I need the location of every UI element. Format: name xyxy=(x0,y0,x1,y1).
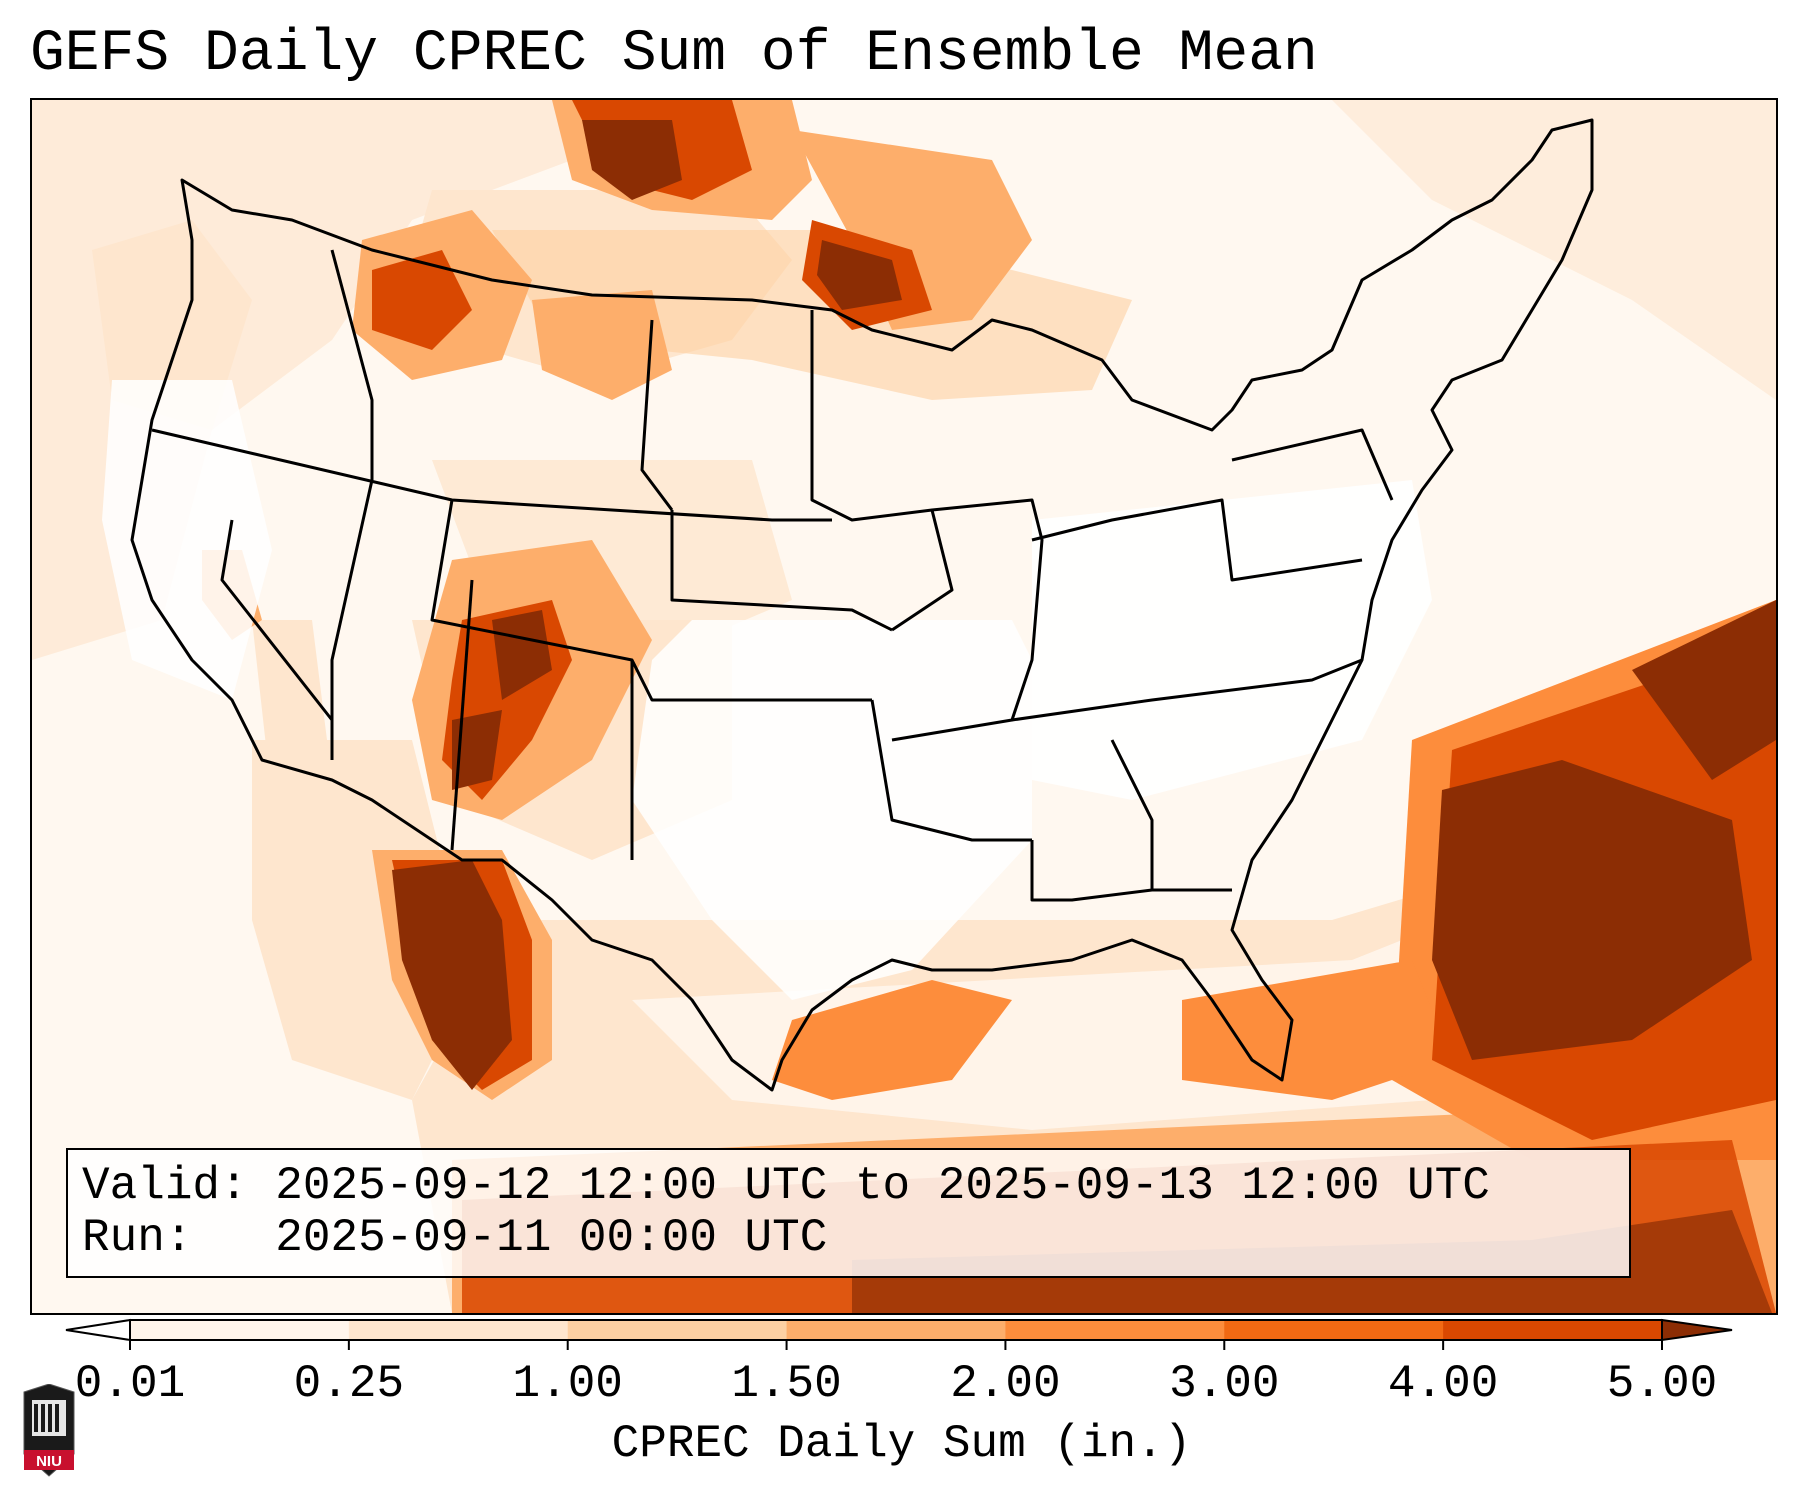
state-borders xyxy=(130,118,1594,1092)
niu-logo-text: NIU xyxy=(36,1453,62,1470)
colorbar-segment xyxy=(1224,1320,1444,1340)
colorbar-tick-label: 4.00 xyxy=(1387,1358,1499,1410)
colorbar-tick-label: 0.25 xyxy=(293,1358,405,1410)
colorbar-tick-label: 5.00 xyxy=(1606,1358,1718,1410)
colorbar xyxy=(65,1318,1733,1350)
precip-map xyxy=(32,100,1776,1313)
run-line: Run: 2025-09-11 00:00 UTC xyxy=(82,1212,827,1264)
valid-label: Valid: xyxy=(82,1160,248,1212)
colorbar-tick-label: 2.00 xyxy=(950,1358,1061,1410)
precip-field xyxy=(32,100,1776,1313)
run-value: 2025-09-11 00:00 UTC xyxy=(275,1212,828,1264)
map-title: GEFS Daily CPREC Sum of Ensemble Mean xyxy=(30,22,1318,87)
run-label: Run: xyxy=(82,1212,193,1264)
niu-logo: NIU xyxy=(23,1384,75,1477)
map-panel xyxy=(30,98,1778,1315)
valid-run-info-box: Valid: 2025-09-12 12:00 UTC to 2025-09-1… xyxy=(66,1148,1631,1278)
colorbar-segment xyxy=(1443,1320,1663,1340)
colorbar-segment xyxy=(130,1320,350,1340)
colorbar-title: CPREC Daily Sum (in.) xyxy=(611,1418,1192,1470)
colorbar-outline xyxy=(129,1319,1663,1341)
colorbar-segment xyxy=(348,1320,569,1340)
colorbar-segment xyxy=(1005,1320,1225,1340)
valid-value: 2025-09-12 12:00 UTC to 2025-09-13 12:00… xyxy=(275,1160,1490,1212)
colorbar-extend-high xyxy=(1661,1318,1733,1342)
colorbar-tick-label: 1.50 xyxy=(731,1358,842,1410)
colorbar-extend-low xyxy=(65,1318,131,1342)
valid-line: Valid: 2025-09-12 12:00 UTC to 2025-09-1… xyxy=(82,1160,1490,1212)
colorbar-segment xyxy=(786,1320,1006,1340)
colorbar-tick-label: 1.00 xyxy=(512,1358,623,1410)
colorbar-tick-label: 3.00 xyxy=(1169,1358,1280,1410)
colorbar-tick-label: 0.01 xyxy=(74,1358,186,1410)
colorbar-segment xyxy=(567,1320,788,1340)
